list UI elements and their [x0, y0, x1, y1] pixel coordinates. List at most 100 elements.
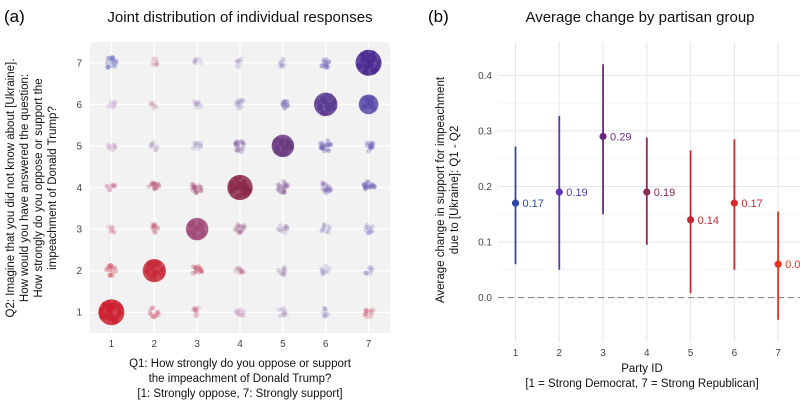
response-point [193, 188, 199, 193]
response-point [328, 187, 333, 193]
response-point [154, 60, 160, 66]
response-point [275, 182, 281, 187]
response-point [153, 313, 159, 319]
panel-b-label: (b) [428, 7, 449, 26]
response-point [236, 64, 242, 70]
response-point [234, 266, 240, 272]
response-point [109, 99, 114, 105]
response-point [369, 267, 375, 273]
panel-a-joint-distribution: (a) Joint distribution of individual res… [4, 7, 390, 400]
response-point [320, 310, 326, 316]
response-point [322, 268, 328, 273]
panel-b-average-change: (b) Average change by partisan group 0.1… [428, 7, 800, 390]
y-tick-label: 1 [76, 308, 82, 319]
response-point [367, 267, 373, 273]
response-point [281, 266, 286, 272]
response-point [363, 311, 369, 317]
response-point [105, 64, 111, 70]
response-point [234, 59, 239, 64]
panel-b-ylabel: Average change in support for impeachmen… [435, 76, 461, 303]
response-point [281, 62, 287, 68]
response-point [109, 182, 115, 188]
response-point [196, 183, 202, 189]
response-point [198, 144, 204, 149]
response-point [279, 61, 285, 67]
response-point [235, 147, 241, 153]
data-label: 0.19 [654, 187, 675, 199]
response-point [319, 145, 325, 151]
response-point [155, 181, 161, 187]
response-point [363, 227, 369, 233]
response-point [282, 226, 287, 232]
response-point [105, 183, 110, 189]
response-point [322, 306, 327, 312]
response-point [234, 310, 240, 316]
response-point [237, 223, 243, 229]
response-point [197, 266, 203, 271]
response-point [193, 185, 199, 190]
response-point [104, 60, 110, 66]
response-point [283, 224, 289, 229]
response-point [154, 60, 160, 65]
response-point [322, 187, 328, 193]
response-point [238, 266, 244, 272]
response-point [152, 181, 158, 187]
x-tick-label: 7 [366, 339, 372, 350]
response-point [278, 223, 283, 228]
response-point [238, 104, 244, 110]
data-label: 0.17 [741, 198, 762, 210]
response-point [105, 265, 111, 271]
data-label: 0.29 [610, 131, 631, 143]
response-point [281, 105, 287, 111]
response-point [367, 265, 373, 270]
response-point [282, 268, 288, 274]
response-point [106, 55, 112, 61]
response-point [275, 226, 281, 232]
response-point [370, 224, 375, 230]
response-point [152, 144, 158, 149]
panel-a-x-ticks: 1 2 3 4 5 6 7 [109, 339, 372, 350]
response-point [367, 265, 373, 270]
response-point [110, 143, 116, 148]
response-point [194, 104, 200, 110]
response-point [367, 185, 373, 191]
response-point [281, 189, 287, 195]
response-point [193, 306, 198, 312]
x-tick-label: 4 [237, 339, 243, 350]
panel-b-y-ticks: 0.0 0.1 0.2 0.3 0.4 [478, 71, 492, 304]
y-tick-label: 2 [76, 266, 82, 277]
response-point [152, 103, 158, 109]
response-point [277, 269, 283, 275]
response-point [149, 60, 155, 66]
response-point [192, 184, 198, 190]
response-point [328, 186, 334, 192]
response-point [237, 270, 242, 276]
response-point [318, 145, 324, 151]
response-point [109, 226, 115, 232]
response-point [241, 141, 246, 146]
response-point [112, 100, 118, 106]
response-point [282, 105, 288, 111]
response-point [281, 271, 286, 277]
response-point [190, 264, 196, 270]
response-point [326, 224, 332, 230]
response-point [152, 229, 158, 235]
response-point [282, 308, 288, 314]
response-point [275, 267, 281, 273]
response-point [150, 222, 156, 227]
response-point [322, 306, 328, 312]
response-point [323, 311, 328, 317]
response-point [240, 312, 245, 317]
response-point [112, 183, 118, 189]
panel-a-ylabel: Q2: Imagine that you did not know about … [5, 59, 59, 318]
response-point [105, 64, 110, 70]
response-cluster [358, 94, 379, 115]
response-point [107, 273, 113, 278]
response-point [110, 225, 116, 231]
response-point [283, 183, 289, 189]
response-point [285, 226, 291, 232]
response-point [367, 144, 373, 150]
response-point [366, 148, 371, 154]
response-point [363, 311, 368, 316]
response-point [235, 58, 241, 64]
